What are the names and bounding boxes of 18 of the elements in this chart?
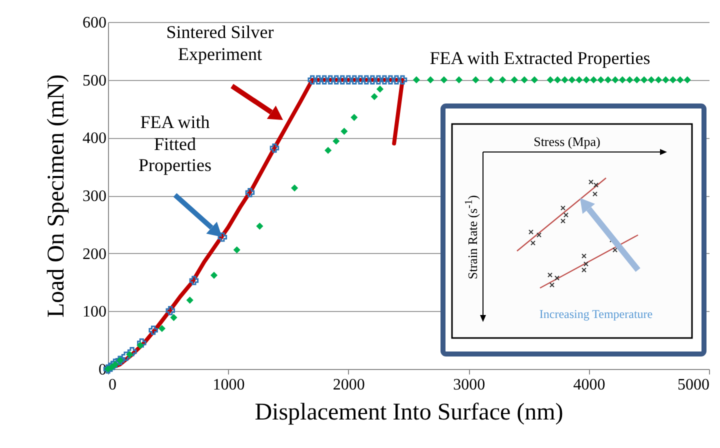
x-axis-title: Displacement Into Surface (nm) <box>254 400 564 426</box>
annotation: FEA with Fitted Properties <box>138 112 212 177</box>
annotation: FEA with Extracted Properties <box>428 48 652 70</box>
x-tick-label: 4000 <box>573 376 606 394</box>
y-axis-title: Load On Specimen (mN) <box>44 74 70 318</box>
annotation: Increasing Temperature <box>539 307 653 321</box>
y-tick-label: 400 <box>82 130 106 148</box>
y-tick-label: 600 <box>82 14 106 32</box>
x-tick-label: 2000 <box>332 376 365 394</box>
y-tick-label: 500 <box>82 72 106 90</box>
annotation: Sintered Silver Experiment <box>165 22 275 66</box>
x-tick-label: 1000 <box>212 376 245 394</box>
x-tick-label: 5000 <box>678 376 710 394</box>
y-tick-label: 100 <box>82 304 106 321</box>
y-tick-label: 200 <box>82 246 106 263</box>
y-tick-label: 300 <box>82 188 106 205</box>
annotation: Stress (Mpa) <box>534 134 600 149</box>
x-tick-label: 3000 <box>453 376 486 394</box>
